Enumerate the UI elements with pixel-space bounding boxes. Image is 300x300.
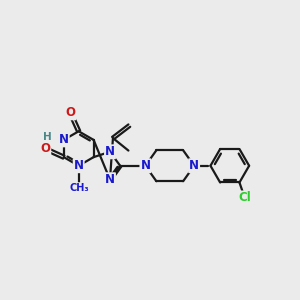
Text: H: H: [43, 132, 52, 142]
Text: CH₃: CH₃: [69, 183, 89, 193]
Text: Cl: Cl: [238, 191, 251, 204]
Text: N: N: [105, 173, 115, 186]
Text: O: O: [65, 106, 75, 119]
Text: N: N: [59, 134, 69, 146]
Text: N: N: [74, 159, 84, 172]
Text: O: O: [40, 142, 50, 155]
Text: N: N: [140, 159, 150, 172]
Text: N: N: [105, 145, 115, 158]
Text: N: N: [189, 159, 199, 172]
